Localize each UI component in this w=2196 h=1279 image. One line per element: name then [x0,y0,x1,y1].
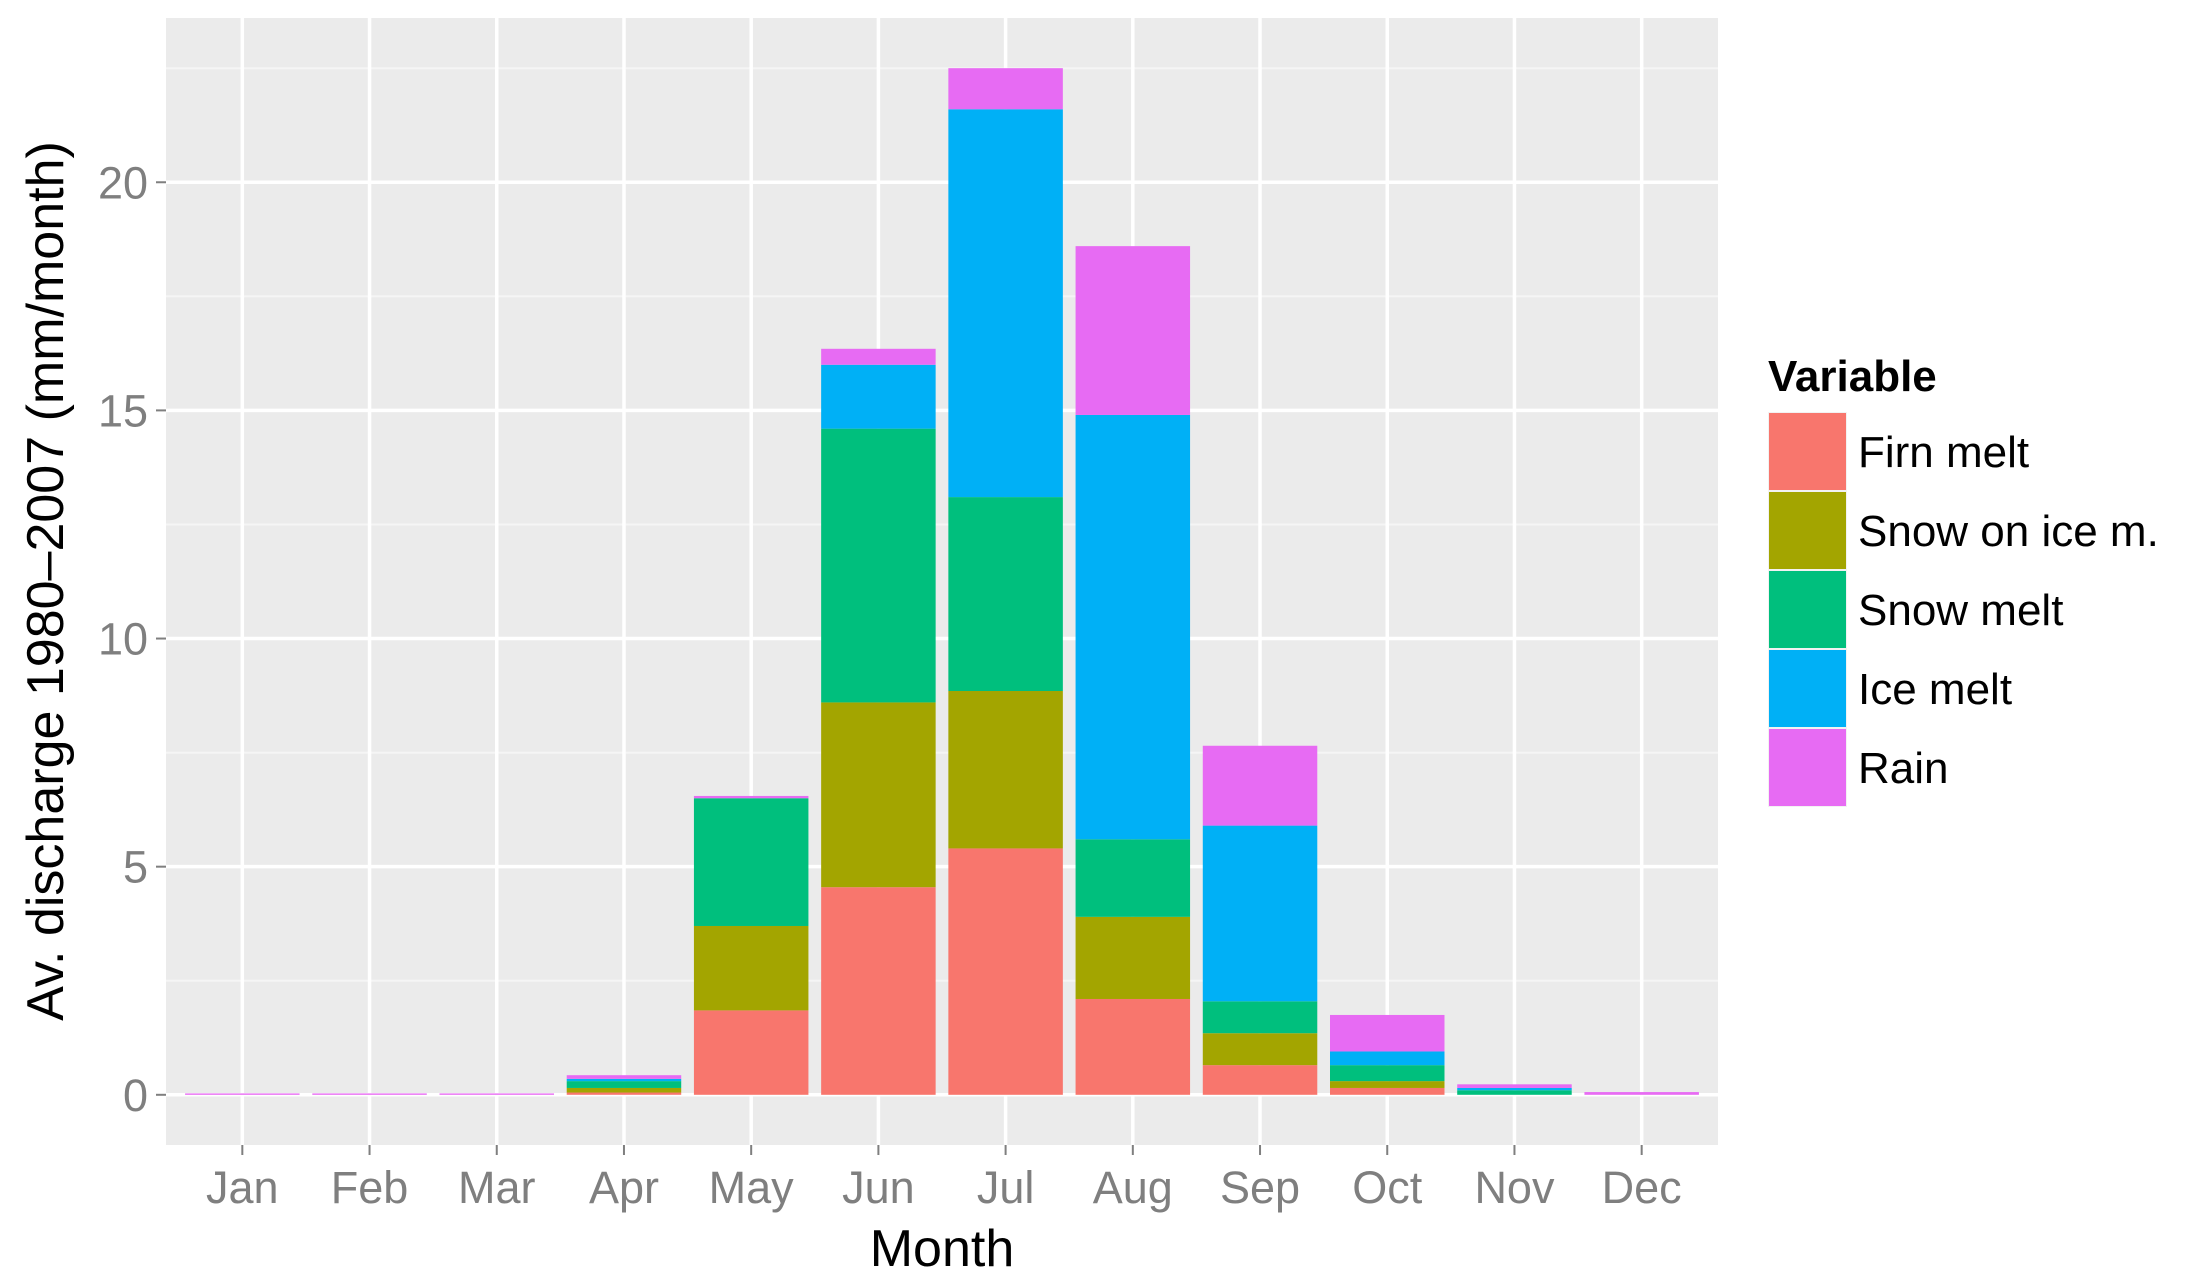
bar-segment [185,1093,300,1095]
x-axis-ticks: Jan Feb Mar Apr May Jun Jul Aug Sep Oct Nov Dec [206,1145,1682,1213]
bar-segment [821,702,936,888]
legend-title: Variable [1768,352,1937,401]
bar-segment [566,1092,682,1095]
bar-segment [1457,1084,1572,1088]
bar-segment [1330,1014,1445,1052]
x-tick-label: Oct [1352,1162,1423,1213]
bar-segment [1075,414,1191,840]
bar-segment [693,798,809,926]
bar-segment [948,691,1063,849]
bar-segment [566,1078,682,1082]
bar-segment [1202,1065,1318,1095]
y-tick-label: 20 [98,157,148,208]
bar-segment [693,795,809,799]
bar-segment [693,925,809,1011]
bar-segment [1202,1033,1318,1066]
bar-segment [693,1010,809,1095]
bar-segment [821,887,936,1095]
bar-segment [1330,1065,1445,1082]
legend-label: Ice melt [1858,665,2012,714]
bar-segment [1330,1051,1445,1066]
x-axis-title: Month [870,1220,1015,1278]
x-tick-label: Jan [206,1162,279,1213]
y-tick-label: 10 [98,614,148,665]
bar-segment [1330,1081,1445,1088]
bar-segment [312,1093,427,1095]
x-tick-label: Nov [1474,1162,1555,1213]
x-tick-label: Dec [1602,1162,1682,1213]
bar-segment [948,68,1063,110]
y-tick-label: 15 [98,385,148,436]
bar-segment [821,428,936,703]
bar-segment [1075,998,1191,1095]
x-tick-label: Mar [458,1162,536,1213]
x-tick-label: Jul [977,1162,1035,1213]
bar-segment [439,1093,554,1095]
legend-key [1769,729,1846,806]
bar-segment [566,1087,682,1093]
legend-label: Rain [1858,744,1949,793]
bar-segment [1202,825,1318,1002]
x-tick-label: Aug [1093,1162,1173,1213]
legend-label: Snow melt [1858,586,2063,635]
bar-segment [948,497,1063,692]
bar-segment [1075,246,1191,415]
bar-segment [1330,1087,1445,1095]
bar-segment [948,848,1063,1095]
y-tick-label: 0 [123,1070,148,1121]
bar-segment [566,1075,682,1079]
bar-segment [821,348,936,365]
bar-segment [1457,1090,1572,1095]
legend: Variable Firn melt Snow on ice m. Snow mel… [1768,352,2159,807]
bar-segment [1457,1087,1572,1091]
x-tick-label: Jun [842,1162,915,1213]
bar-segment [821,364,936,429]
y-axis-ticks: 0 5 10 15 20 [98,157,166,1121]
bar-segment [1075,839,1191,917]
bar-segment [1202,745,1318,826]
bar-segment [1075,916,1191,999]
grid-minor [166,67,1718,982]
bar-segment [948,109,1063,498]
x-tick-label: Sep [1220,1162,1300,1213]
legend-key [1769,650,1846,727]
bars [185,68,1699,1095]
y-axis-title: Av. discharge 1980–2007 (mm/month) [17,141,75,1021]
bar-segment [1584,1092,1699,1095]
legend-label: Firn melt [1858,428,2029,477]
legend-key [1769,571,1846,648]
x-tick-label: May [709,1162,795,1213]
plot-panel [166,18,1718,1145]
x-tick-label: Feb [331,1162,409,1213]
bar-segment [566,1081,682,1088]
legend-label: Snow on ice m. [1858,507,2159,556]
legend-key [1769,413,1846,490]
x-tick-label: Apr [589,1162,659,1213]
y-tick-label: 5 [123,842,148,893]
bar-segment [1202,1001,1318,1034]
legend-key [1769,492,1846,569]
